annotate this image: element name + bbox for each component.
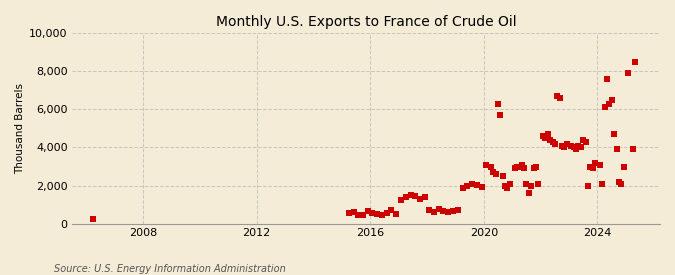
Point [424,208,435,213]
Point [519,166,530,171]
Point [614,180,624,184]
Point [505,182,516,186]
Point [457,185,468,190]
Point [609,132,620,136]
Point [377,213,387,217]
Point [471,183,482,187]
Point [599,105,610,110]
Point [573,143,584,148]
Point [601,76,612,81]
Point [476,185,487,189]
Point [523,191,534,196]
Point [400,195,411,199]
Point [616,182,626,186]
Point [344,211,354,216]
Point [358,213,369,218]
Point [537,134,548,138]
Point [405,193,416,197]
Point [571,147,582,152]
Point [497,174,508,178]
Point [419,195,430,199]
Point [554,96,565,100]
Point [429,210,439,214]
Point [362,209,373,213]
Point [495,113,506,117]
Point [551,94,562,98]
Point [88,217,99,221]
Point [557,143,568,148]
Point [531,164,541,169]
Point [462,183,472,188]
Point [381,210,392,215]
Point [590,161,601,165]
Point [348,210,359,214]
Point [540,136,551,140]
Point [485,164,496,169]
Point [514,164,524,169]
Point [630,59,641,64]
Point [580,139,591,144]
Point [526,183,537,188]
Title: Monthly U.S. Exports to France of Crude Oil: Monthly U.S. Exports to France of Crude … [215,15,516,29]
Point [396,198,406,202]
Point [533,182,544,186]
Point [414,197,425,201]
Point [611,147,622,152]
Point [353,213,364,217]
Point [597,182,608,186]
Point [566,143,576,148]
Point [618,164,629,169]
Point [493,101,504,106]
Point [490,172,501,176]
Point [628,147,639,152]
Point [410,194,421,198]
Y-axis label: Thousand Barrels: Thousand Barrels [15,83,25,174]
Point [576,145,587,150]
Point [585,164,596,169]
Point [559,145,570,150]
Point [466,182,477,186]
Point [604,101,615,106]
Point [372,212,383,216]
Point [433,206,444,211]
Point [386,208,397,213]
Point [509,166,520,171]
Point [583,183,593,188]
Point [448,209,458,213]
Point [606,98,617,102]
Point [528,166,539,171]
Point [587,166,598,171]
Point [549,141,560,146]
Point [512,164,522,169]
Point [562,141,572,146]
Point [443,210,454,214]
Point [545,138,556,142]
Point [547,139,558,144]
Point [488,170,499,175]
Point [367,211,378,215]
Point [516,163,527,167]
Point [481,163,491,167]
Point [578,138,589,142]
Point [543,132,554,136]
Point [568,145,579,150]
Point [391,211,402,216]
Point [438,209,449,213]
Text: Source: U.S. Energy Information Administration: Source: U.S. Energy Information Administ… [54,264,286,274]
Point [500,183,510,188]
Point [595,163,605,167]
Point [623,71,634,75]
Point [502,185,513,190]
Point [521,182,532,186]
Point [452,208,463,213]
